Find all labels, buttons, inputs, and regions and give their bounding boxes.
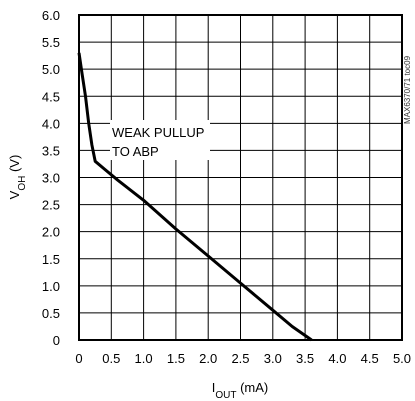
x-axis-title-sub: OUT [215, 390, 236, 401]
annotation-line-1: WEAK PULLUP [112, 125, 204, 140]
y-tick-label: 4.5 [42, 89, 60, 104]
y-tick-label: 5.5 [42, 35, 60, 50]
y-tick-label: 0 [53, 333, 60, 348]
y-tick-label: 4.0 [42, 116, 60, 131]
y-tick-label: 3.5 [42, 143, 60, 158]
side-code-label: MAX6370/71 toc09 [403, 55, 412, 124]
y-tick-label: 2.5 [42, 198, 60, 213]
x-tick-label: 4.5 [361, 351, 379, 366]
x-tick-label: 0.5 [102, 351, 120, 366]
x-tick-label: 0 [75, 351, 82, 366]
y-tick-label: 3.0 [42, 171, 60, 186]
y-tick-label: 6.0 [42, 8, 60, 23]
x-tick-label: 2.5 [231, 351, 249, 366]
x-axis-title-main: I [212, 380, 216, 395]
y-tick-label: 1.0 [42, 279, 60, 294]
x-axis-title: IOUT (mA) [212, 380, 269, 401]
x-tick-label: 1.5 [167, 351, 185, 366]
plot-frame [78, 14, 403, 341]
y-axis-title: VOH (V) [7, 155, 28, 200]
annotation-line-2: TO ABP [112, 144, 159, 159]
x-tick-label: 2.0 [199, 351, 217, 366]
x-tick-label: 5.0 [393, 351, 411, 366]
x-tick-label: 3.5 [296, 351, 314, 366]
y-tick-label: 2.0 [42, 225, 60, 240]
y-axis-title-main: V [7, 190, 22, 199]
x-axis-title-unit: (mA) [236, 380, 268, 395]
y-tick-label: 0.5 [42, 306, 60, 321]
x-tick-label: 1.0 [135, 351, 153, 366]
x-tick-label: 3.0 [264, 351, 282, 366]
series-line [77, 52, 313, 342]
x-tick-labels: 0 0.5 1.0 1.5 2.0 2.5 3.0 3.5 4.0 4.5 5.0 [75, 351, 411, 366]
data-series [77, 52, 313, 342]
y-axis-title-unit: (V) [7, 155, 22, 176]
annotation-background [110, 120, 210, 160]
y-tick-label: 1.5 [42, 252, 60, 267]
x-tick-label: 4.0 [328, 351, 346, 366]
grid-lines [79, 15, 402, 340]
y-tick-label: 5.0 [42, 62, 60, 77]
y-axis-title-sub: OH [17, 176, 28, 191]
y-tick-labels: 0 0.5 1.0 1.5 2.0 2.5 3.0 3.5 4.0 4.5 5.0 5.5 6.0 [42, 8, 60, 348]
